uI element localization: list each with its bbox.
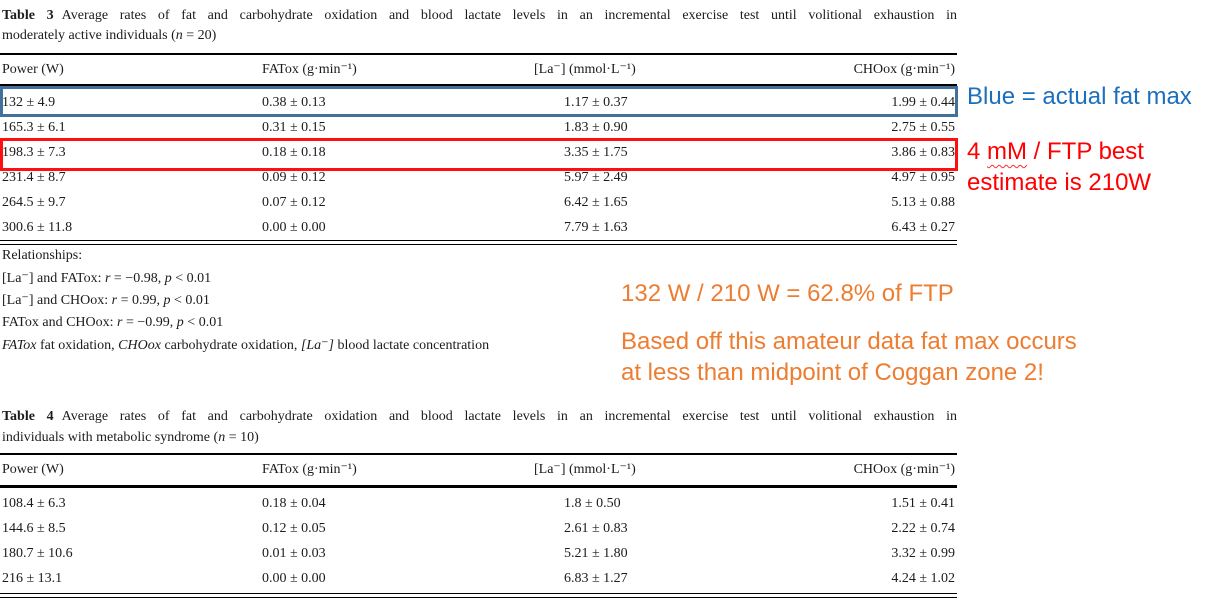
table-cell: 0.31 ± 0.15 xyxy=(262,120,326,135)
table-cell: 132 ± 4.9 xyxy=(2,95,56,110)
spellcheck-squiggle: mM xyxy=(987,138,1027,165)
column-header-fatox: FATox (g·min⁻¹) xyxy=(262,62,357,77)
table-cell: 0.01 ± 0.03 xyxy=(262,546,326,561)
column-header-choox: CHOox (g·min⁻¹) xyxy=(853,462,955,477)
table4-caption-line1: Table 4 Average rates of fat and carbohyd… xyxy=(2,408,957,425)
table-cell: 0.18 ± 0.18 xyxy=(262,145,326,160)
table4-header-rule xyxy=(0,485,957,488)
table-cell: 6.43 ± 0.27 xyxy=(891,220,955,235)
table-cell: 3.32 ± 0.99 xyxy=(891,546,955,561)
table-cell: 0.07 ± 0.12 xyxy=(262,195,326,210)
table-cell: 1.8 ± 0.50 xyxy=(564,496,621,511)
table3-top-rule xyxy=(0,53,957,55)
table-cell: 4.97 ± 0.95 xyxy=(891,170,955,185)
table-cell: 1.51 ± 0.41 xyxy=(891,496,955,511)
table-cell: 165.3 ± 6.1 xyxy=(2,120,66,135)
annotation-red-line1: 4 mM / FTP best xyxy=(967,138,1144,165)
table3-footnote: FATox fat oxidation, CHOox carbohydrate … xyxy=(2,338,490,353)
relationship-line: [La⁻] and FATox: r = −0.98, p < 0.01 xyxy=(2,271,212,286)
table-cell: 7.79 ± 1.63 xyxy=(564,220,628,235)
table-cell: 0.18 ± 0.04 xyxy=(262,496,326,511)
table-cell: 6.42 ± 1.65 xyxy=(564,195,628,210)
table-cell: 300.6 ± 11.8 xyxy=(2,220,73,235)
table4-caption-text: Average rates of fat and carbohydrate ox… xyxy=(61,409,957,424)
table-row: 108.4 ± 6.3 0.18 ± 0.04 1.8 ± 0.50 1.51 ± 0… xyxy=(0,491,957,516)
table-cell: 1.83 ± 0.90 xyxy=(564,120,628,135)
table-row: 180.7 ± 10.6 0.01 ± 0.03 5.21 ± 1.80 3.32 ±… xyxy=(0,541,957,566)
table-cell: 5.97 ± 2.49 xyxy=(564,170,628,185)
annotation-orange-line1: Based off this amateur data fat max occu… xyxy=(621,328,1077,355)
table-cell: 3.86 ± 0.83 xyxy=(891,145,955,160)
table-row: 216 ± 13.1 0.00 ± 0.00 6.83 ± 1.27 4.24 ± 1… xyxy=(0,566,957,591)
column-header-power: Power (W) xyxy=(2,62,64,77)
table-cell: 4.24 ± 1.02 xyxy=(891,571,955,586)
table-row: 198.3 ± 7.3 0.18 ± 0.18 3.35 ± 1.75 3.86 ± … xyxy=(0,140,957,165)
table-cell: 180.7 ± 10.6 xyxy=(2,546,73,561)
table3-header-row: Power (W) FATox (g·min⁻¹) [La⁻] (mmol·L⁻… xyxy=(0,57,957,83)
table-cell: 5.21 ± 1.80 xyxy=(564,546,628,561)
table3-caption-line2: moderately active individuals (n = 20) xyxy=(2,28,217,43)
table-cell: 144.6 ± 8.5 xyxy=(2,521,66,536)
red-highlight-box xyxy=(0,138,958,171)
table-row: 132 ± 4.9 0.38 ± 0.13 1.17 ± 0.37 1.99 ± 0.… xyxy=(0,90,957,115)
annotation-red-line2: estimate is 210W xyxy=(967,169,1152,196)
column-header-lactate: [La⁻] (mmol·L⁻¹) xyxy=(534,62,636,77)
relationship-line: FATox and CHOox: r = −0.99, p < 0.01 xyxy=(2,315,224,330)
table-cell: 1.99 ± 0.44 xyxy=(891,95,955,110)
column-header-power: Power (W) xyxy=(2,462,64,477)
table3-caption-line1: Table 3 Average rates of fat and carbohyd… xyxy=(2,7,957,24)
table4-header-row: Power (W) FATox (g·min⁻¹) [La⁻] (mmol·L⁻… xyxy=(0,457,957,483)
table-row: 300.6 ± 11.8 0.00 ± 0.00 7.79 ± 1.63 6.43 ±… xyxy=(0,215,957,240)
table-row: 165.3 ± 6.1 0.31 ± 0.15 1.83 ± 0.90 2.75 ± … xyxy=(0,115,957,140)
column-header-fatox: FATox (g·min⁻¹) xyxy=(262,462,357,477)
table-cell: 0.00 ± 0.00 xyxy=(262,220,326,235)
annotation-orange-calc: 132 W / 210 W = 62.8% of FTP xyxy=(621,280,954,307)
annotation-orange-comment: Based off this amateur data fat max occu… xyxy=(621,326,1077,388)
table-cell: 6.83 ± 1.27 xyxy=(564,571,628,586)
table-cell: 2.75 ± 0.55 xyxy=(891,120,955,135)
annotation-red-note: 4 mM / FTP best estimate is 210W xyxy=(967,136,1151,198)
table-row: 144.6 ± 8.5 0.12 ± 0.05 2.61 ± 0.83 2.22 ± … xyxy=(0,516,957,541)
table-cell: 5.13 ± 0.88 xyxy=(891,195,955,210)
table-cell: 0.38 ± 0.13 xyxy=(262,95,326,110)
table3-caption-label: Table 3 xyxy=(2,8,54,23)
table-cell: 264.5 ± 9.7 xyxy=(2,195,66,210)
n-symbol: n xyxy=(175,28,183,43)
relationship-line: [La⁻] and CHOox: r = 0.99, p < 0.01 xyxy=(2,293,210,308)
table-row: 264.5 ± 9.7 0.07 ± 0.12 6.42 ± 1.65 5.13 ± … xyxy=(0,190,957,215)
table4-bottom-rule xyxy=(0,593,957,598)
table-cell: 0.09 ± 0.12 xyxy=(262,170,326,185)
table3-caption-text: Average rates of fat and carbohydrate ox… xyxy=(61,8,957,23)
column-header-lactate: [La⁻] (mmol·L⁻¹) xyxy=(534,462,636,477)
annotation-orange-line2: at less than midpoint of Coggan zone 2! xyxy=(621,359,1044,386)
table3-header-rule xyxy=(0,84,957,87)
blue-highlight-box xyxy=(0,86,958,117)
relationships-heading: Relationships: xyxy=(2,248,83,263)
table-cell: 231.4 ± 8.7 xyxy=(2,170,66,185)
table4-caption-label: Table 4 xyxy=(2,409,54,424)
table-cell: 0.00 ± 0.00 xyxy=(262,571,326,586)
table4-caption-line2: individuals with metabolic syndrome (n =… xyxy=(2,430,259,445)
table3-bottom-rule xyxy=(0,240,957,245)
table-cell: 3.35 ± 1.75 xyxy=(564,145,628,160)
table-cell: 216 ± 13.1 xyxy=(2,571,63,586)
table-cell: 0.12 ± 0.05 xyxy=(262,521,326,536)
table-cell: 2.22 ± 0.74 xyxy=(891,521,955,536)
n-symbol: n xyxy=(218,430,226,445)
column-header-choox: CHOox (g·min⁻¹) xyxy=(853,62,955,77)
table-cell: 108.4 ± 6.3 xyxy=(2,496,66,511)
table-cell: 198.3 ± 7.3 xyxy=(2,145,66,160)
table-cell: 2.61 ± 0.83 xyxy=(564,521,628,536)
table4-top-rule xyxy=(0,453,957,455)
table-row: 231.4 ± 8.7 0.09 ± 0.12 5.97 ± 2.49 4.97 ± … xyxy=(0,165,957,190)
annotation-blue-note: Blue = actual fat max xyxy=(967,83,1192,110)
table-cell: 1.17 ± 0.37 xyxy=(564,95,628,110)
